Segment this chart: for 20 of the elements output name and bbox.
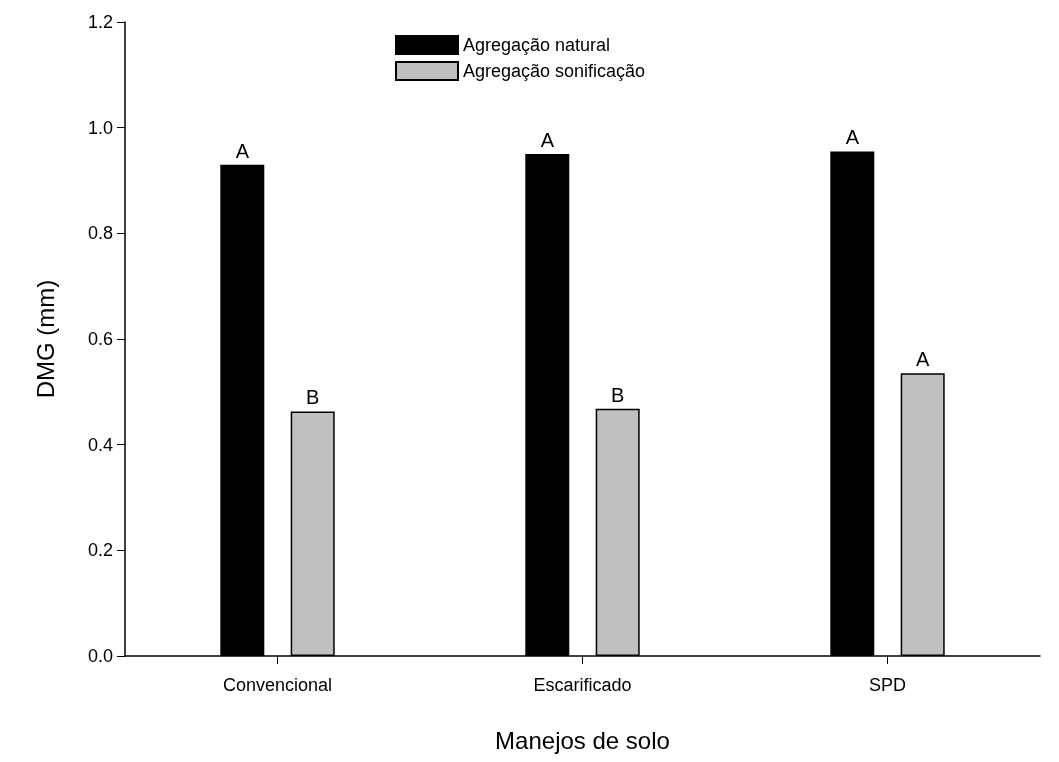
x-tick-label: Convencional	[222, 675, 333, 695]
data-label: B	[611, 383, 625, 406]
y-tick-label: 0.4	[87, 434, 113, 455]
data-label: A	[845, 126, 860, 149]
y-tick-label: 0.2	[87, 540, 113, 561]
y-tick-label: 1.0	[87, 117, 113, 138]
data-label: B	[306, 386, 320, 409]
legend-label: Agregação sonificação	[463, 61, 646, 81]
legend-label: Agregação natural	[463, 35, 611, 55]
y-tick-label: 0.6	[87, 329, 113, 349]
x-axis-title: Manejos de solo	[495, 726, 670, 754]
y-axis-title: DMG (mm)	[31, 279, 59, 399]
y-tick-label: 0.8	[87, 223, 113, 244]
data-label: A	[235, 139, 250, 162]
data-label: A	[540, 129, 555, 152]
y-tick-label: 0.0	[87, 646, 113, 666]
data-label: A	[916, 348, 931, 371]
y-tick-label: 1.2	[87, 12, 113, 32]
x-tick-label: Escarificado	[533, 675, 632, 695]
x-tick-label: SPD	[868, 675, 907, 695]
